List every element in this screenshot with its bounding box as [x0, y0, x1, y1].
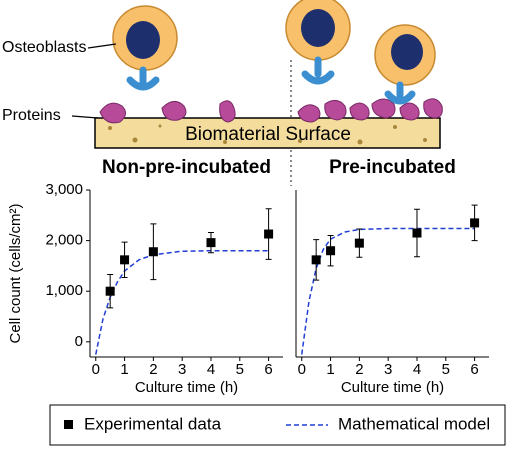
- data-point: [470, 218, 480, 228]
- data-point: [354, 238, 364, 248]
- x-tick-label: 5: [236, 361, 244, 378]
- data-point: [412, 228, 422, 238]
- proteins: [99, 98, 443, 124]
- x-axis-label: Culture time (h): [135, 379, 238, 396]
- cell-label: Osteoblasts: [2, 39, 86, 56]
- surface-label: Biomaterial Surface: [185, 124, 351, 145]
- illustration: Osteoblasts Proteins Biomaterial Surface: [2, 0, 443, 186]
- surface: [94, 117, 441, 149]
- x-tick-label: 4: [413, 361, 421, 378]
- y-tick-label: 2,000: [45, 232, 83, 249]
- legend-marker: [64, 420, 73, 429]
- x-tick-label: 2: [355, 361, 363, 378]
- legend-label: Experimental data: [84, 414, 222, 433]
- data-point: [105, 286, 115, 296]
- x-tick-label: 1: [120, 361, 128, 378]
- data-point: [120, 255, 130, 265]
- y-tick-label: 1,000: [45, 282, 83, 299]
- osteoblasts: [112, 0, 436, 105]
- y-tick-label: 3,000: [45, 181, 83, 198]
- data-point: [206, 238, 216, 248]
- data-point: [148, 247, 158, 257]
- protein-label: Proteins: [2, 107, 61, 124]
- x-tick-label: 4: [207, 361, 215, 378]
- x-tick-label: 5: [442, 361, 450, 378]
- x-axis-label: Culture time (h): [341, 379, 444, 396]
- x-tick-label: 0: [92, 361, 100, 378]
- x-tick-label: 3: [178, 361, 186, 378]
- x-tick-label: 3: [384, 361, 392, 378]
- y-tick-label: 0: [75, 333, 83, 350]
- data-point: [264, 229, 274, 239]
- x-tick-label: 0: [298, 361, 306, 378]
- data-point: [326, 246, 336, 256]
- model-line: [301, 227, 475, 355]
- legend-box: [49, 404, 506, 446]
- chart-title: Non-pre-incubated: [102, 157, 271, 178]
- x-tick-label: 6: [264, 361, 272, 378]
- data-point: [311, 255, 321, 265]
- x-tick-label: 1: [326, 361, 334, 378]
- pointer: [71, 115, 99, 119]
- model-line: [95, 249, 269, 355]
- legend: Experimental data Mathematical model: [49, 404, 506, 446]
- chart-title: Pre-incubated: [329, 157, 456, 178]
- legend-label: Mathematical model: [338, 414, 490, 433]
- y-axis-label: Cell count (cells/cm²): [7, 203, 24, 343]
- x-tick-label: 6: [470, 361, 478, 378]
- surface-texture: [108, 124, 427, 145]
- pointer: [87, 43, 117, 49]
- x-tick-label: 2: [149, 361, 157, 378]
